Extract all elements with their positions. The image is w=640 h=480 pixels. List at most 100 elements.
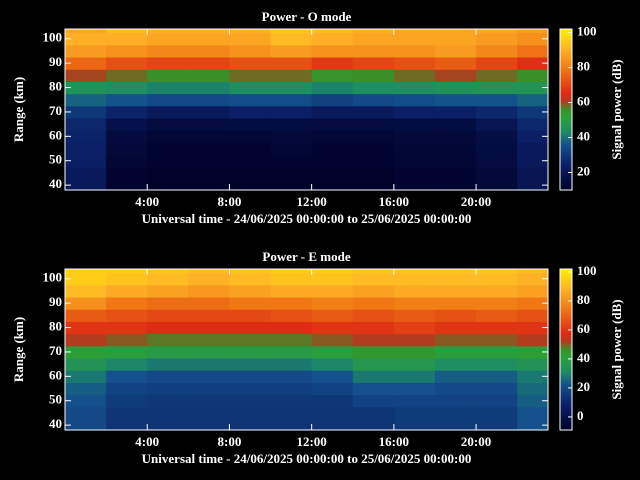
heatmap-cell [147,32,189,46]
colorbar-tick-label: 80 [577,58,590,73]
heatmap-cell [106,297,148,310]
heatmap-cell [393,44,436,58]
heatmap-cell [229,166,272,180]
heatmap-cell [476,142,518,156]
heatmap-cell [517,142,548,156]
heatmap-cell [229,57,272,70]
heatmap-cell [270,284,313,298]
heatmap-cell [434,297,477,310]
heatmap-cell [434,29,477,34]
heatmap-cell [65,105,107,119]
heatmap-cell [188,105,230,119]
x-tick-label: 20:00 [461,434,491,449]
heatmap-cell [65,166,107,180]
heatmap-cell [393,370,436,383]
heatmap-cell [476,370,518,383]
heatmap-cell [434,309,477,322]
y-tick-label: 100 [43,270,63,285]
heatmap-cell [311,130,354,143]
heatmap-cell [106,284,148,298]
heatmap-cell [270,105,313,119]
heatmap-cell [147,179,189,190]
heatmap-cell [517,333,548,347]
heatmap-cell [270,57,313,70]
heatmap-cell [434,118,477,131]
heatmap-cell [270,406,313,420]
heatmap-cell [65,269,107,274]
colorbar [559,28,573,191]
heatmap-cell [393,333,436,347]
y-tick-label: 40 [49,176,62,191]
heatmap-cell [188,297,230,310]
heatmap-cell [106,345,148,359]
heatmap-cell [434,69,477,82]
heatmap-cell [311,345,354,359]
heatmap-cell [476,81,518,95]
heatmap-cell [393,69,436,82]
chart-title: Power - O mode [262,9,352,24]
heatmap-cell [65,29,107,34]
heatmap-cell [229,118,272,131]
y-tick-label: 50 [49,392,62,407]
heatmap-cell [311,272,354,286]
heatmap-cell [393,321,436,335]
heatmap-cell [476,69,518,82]
heatmap-cell [352,93,395,107]
heatmap-cell [270,118,313,131]
heatmap-cell [229,29,272,34]
heatmap-cell [106,93,148,107]
heatmap-cell [270,272,313,286]
colorbar-tick-label: 20 [577,379,590,394]
heatmap-cell [106,406,148,420]
y-tick-label: 70 [49,103,62,118]
heatmap-cell [147,166,189,180]
heatmap-cell [311,44,354,58]
heatmap-cell [270,166,313,180]
heatmap-cell [270,44,313,58]
heatmap-cell [517,29,548,34]
heatmap-cell [517,345,548,359]
heatmap-cell [517,130,548,143]
x-tick-label: 12:00 [296,434,326,449]
heatmap-cell [147,130,189,143]
heatmap-cell [517,321,548,335]
heatmap-cell [311,394,354,408]
heatmap-cell [65,93,107,107]
heatmap-cell [229,419,272,430]
heatmap-cell [434,382,477,396]
heatmap-cell [434,419,477,430]
heatmap-cell [311,269,354,274]
heatmap-cell [188,382,230,396]
heatmap-cell [434,32,477,46]
heatmap-cell [65,272,107,286]
heatmap-cell [393,309,436,322]
heatmap-cell [311,32,354,46]
heatmap-cell [270,142,313,156]
heatmap-cell [229,93,272,107]
heatmap-cell [270,32,313,46]
heatmap-cell [65,370,107,383]
heatmap-cell [476,105,518,119]
heatmap-cell [393,297,436,310]
heatmap-cell [352,44,395,58]
heatmap-cell [270,29,313,34]
heatmap-cell [147,297,189,310]
heatmap-cell [476,32,518,46]
heatmap-cell [352,29,395,34]
heatmap-cell [476,130,518,143]
heatmap-cell [65,118,107,131]
heatmap-cell [517,69,548,82]
heatmap-cell [393,32,436,46]
heatmap-cell [393,358,436,371]
heatmap-cell [393,81,436,95]
x-axis-label: Universal time - 24/06/2025 00:00:00 to … [142,451,472,466]
heatmap-cell [476,44,518,58]
heatmap-cell [65,394,107,408]
heatmap-cell [270,269,313,274]
heatmap-cell [517,32,548,46]
heatmap-cell [65,69,107,82]
heatmap-cell [188,118,230,131]
heatmap-cell [393,142,436,156]
heatmap-cell [147,44,189,58]
heatmap [65,269,548,430]
